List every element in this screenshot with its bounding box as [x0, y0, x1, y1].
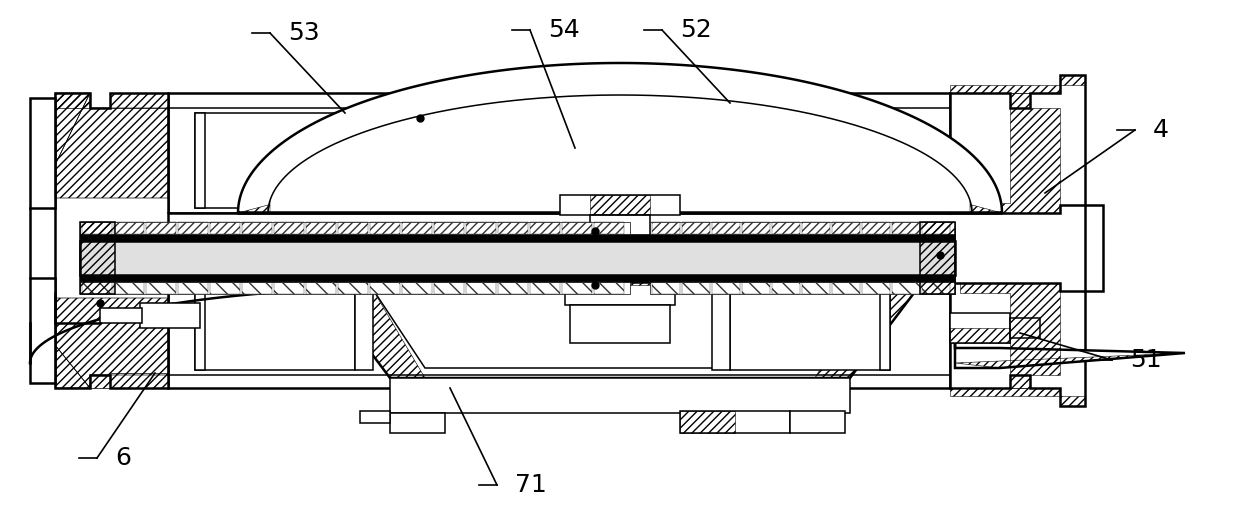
Bar [790, 411, 844, 433]
Bar [920, 222, 955, 294]
Bar [140, 303, 200, 328]
Text: 51: 51 [1130, 348, 1162, 372]
Bar [81, 275, 955, 282]
Bar [712, 113, 730, 208]
Bar [950, 313, 1011, 343]
Bar [560, 195, 680, 215]
Bar [195, 113, 355, 208]
Bar [81, 234, 955, 241]
Bar [730, 288, 890, 370]
Bar [565, 283, 675, 305]
Bar [650, 282, 955, 294]
Bar [81, 222, 630, 234]
Text: 4: 4 [1153, 118, 1169, 142]
Bar [590, 215, 650, 236]
Bar [355, 113, 373, 208]
Polygon shape [320, 285, 920, 378]
Polygon shape [238, 63, 1002, 213]
Bar [590, 236, 650, 280]
Bar [391, 413, 445, 433]
Bar [570, 305, 670, 343]
Bar [81, 222, 115, 294]
Bar [195, 113, 205, 208]
Bar [680, 411, 735, 433]
Text: 71: 71 [515, 473, 547, 497]
Text: 53: 53 [288, 21, 320, 45]
Bar [712, 288, 730, 370]
Polygon shape [30, 278, 55, 383]
Bar [81, 241, 955, 275]
Bar [1085, 205, 1104, 291]
Bar [880, 113, 890, 208]
Bar [100, 308, 143, 323]
Polygon shape [55, 93, 167, 388]
Bar [556, 263, 684, 285]
Polygon shape [370, 285, 870, 368]
Text: 52: 52 [680, 18, 712, 42]
Bar [195, 288, 205, 370]
Bar [1011, 318, 1040, 338]
Bar [880, 288, 890, 370]
Text: 54: 54 [548, 18, 580, 42]
Polygon shape [950, 75, 1085, 213]
Text: 6: 6 [115, 446, 131, 470]
Bar [355, 288, 373, 370]
Polygon shape [955, 338, 1185, 368]
Bar [391, 378, 849, 413]
Bar [167, 283, 950, 388]
Bar [195, 288, 355, 370]
Bar [167, 93, 950, 213]
Bar [730, 113, 890, 208]
Polygon shape [30, 98, 55, 208]
Bar [650, 222, 955, 234]
Bar [81, 282, 630, 294]
Polygon shape [950, 283, 1085, 406]
Bar [360, 411, 391, 423]
Bar [680, 411, 790, 433]
